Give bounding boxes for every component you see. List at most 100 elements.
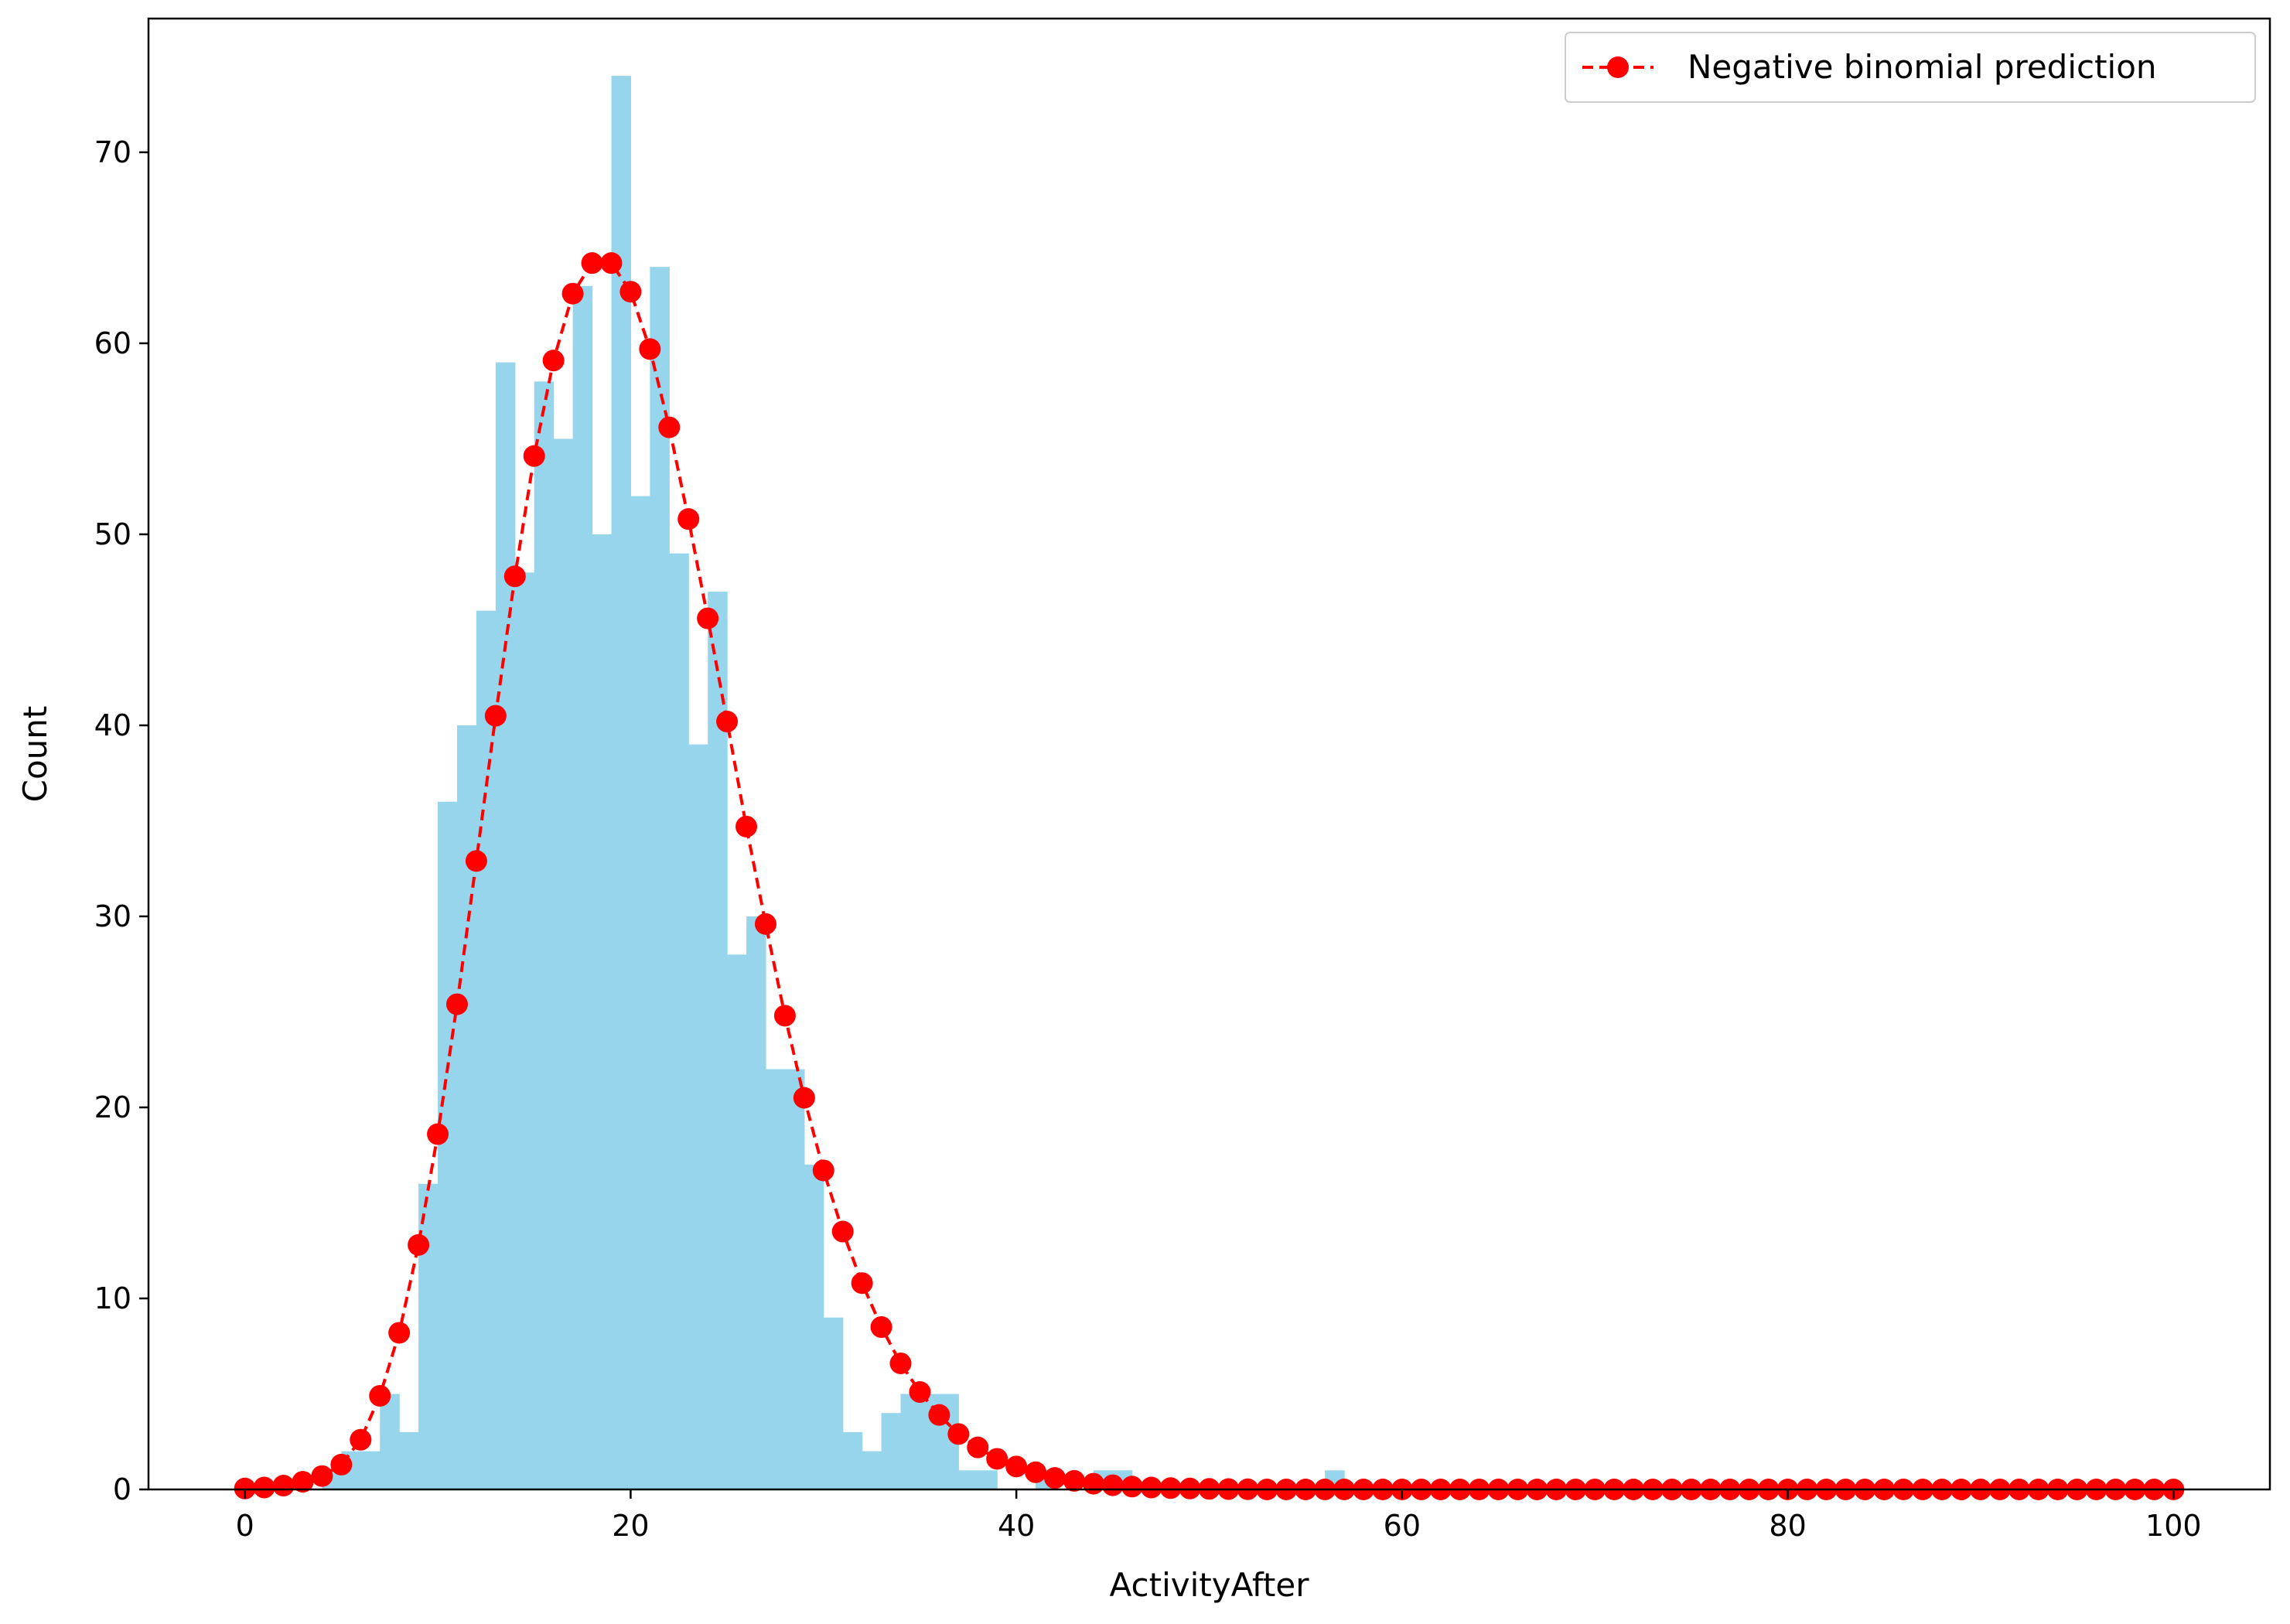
prediction-point bbox=[754, 913, 776, 935]
histogram-bar bbox=[592, 534, 613, 1489]
histogram-bar bbox=[881, 1413, 902, 1489]
histogram-bar bbox=[804, 1165, 824, 1489]
prediction-point bbox=[1101, 1474, 1124, 1496]
prediction-point bbox=[503, 565, 526, 588]
x-tick-label: 40 bbox=[998, 1509, 1035, 1543]
prediction-point bbox=[677, 508, 700, 531]
legend-box bbox=[1565, 32, 2256, 103]
x-axis-ticks: 0 20 40 60 80 100 bbox=[236, 1489, 2202, 1543]
histogram-bar bbox=[572, 285, 593, 1490]
histogram-bars bbox=[322, 76, 1345, 1490]
x-axis-title: ActivityAfter bbox=[1110, 1566, 1310, 1604]
prediction-point bbox=[484, 705, 507, 727]
prediction-point bbox=[330, 1453, 353, 1476]
histogram-bar bbox=[360, 1451, 381, 1489]
prediction-point bbox=[600, 252, 623, 275]
prediction-point bbox=[967, 1436, 989, 1459]
prediction-point bbox=[851, 1272, 873, 1295]
histogram-bar bbox=[476, 610, 497, 1489]
y-tick-label: 70 bbox=[94, 135, 131, 169]
y-tick-label: 40 bbox=[94, 708, 131, 742]
prediction-point bbox=[1121, 1476, 1143, 1498]
prediction-point bbox=[1005, 1455, 1028, 1478]
prediction-point bbox=[1063, 1469, 1085, 1492]
prediction-line-group bbox=[234, 252, 2185, 1500]
prediction-point bbox=[272, 1475, 295, 1497]
histogram-bar bbox=[958, 1470, 978, 1489]
histogram-bar bbox=[727, 954, 747, 1489]
prediction-point bbox=[561, 282, 584, 305]
y-tick-label: 20 bbox=[94, 1090, 131, 1124]
prediction-point bbox=[658, 416, 681, 438]
histogram-bar bbox=[708, 592, 728, 1489]
y-tick-label: 60 bbox=[94, 326, 131, 360]
histogram-bar bbox=[380, 1394, 400, 1489]
prediction-point bbox=[928, 1404, 950, 1426]
y-tick-label: 0 bbox=[113, 1472, 131, 1506]
legend-marker-sample bbox=[1607, 56, 1629, 78]
x-tick-label: 60 bbox=[1384, 1509, 1421, 1543]
prediction-point bbox=[253, 1476, 275, 1499]
y-tick-label: 10 bbox=[94, 1281, 131, 1315]
prediction-point bbox=[697, 607, 719, 629]
prediction-point bbox=[986, 1448, 1008, 1470]
y-axis-title: Count bbox=[16, 706, 54, 803]
legend: Negative binomial prediction bbox=[1565, 32, 2256, 103]
histogram-bar bbox=[438, 801, 458, 1489]
prediction-point bbox=[773, 1005, 796, 1027]
histogram-bar bbox=[553, 438, 574, 1489]
histogram-bar bbox=[534, 381, 555, 1489]
histogram-bar bbox=[495, 362, 516, 1489]
histogram-bar bbox=[978, 1470, 998, 1489]
histogram-bar bbox=[399, 1431, 419, 1489]
histogram-bar bbox=[650, 267, 670, 1489]
histogram-bar bbox=[669, 553, 689, 1489]
prediction-point bbox=[793, 1087, 815, 1109]
histogram-bar bbox=[746, 916, 766, 1489]
prediction-point bbox=[639, 338, 661, 360]
prediction-point bbox=[311, 1465, 333, 1487]
prediction-point bbox=[619, 281, 642, 303]
prediction-point bbox=[408, 1233, 430, 1256]
plot-area-frame bbox=[147, 17, 2271, 1491]
prediction-point bbox=[909, 1381, 931, 1404]
prediction-point bbox=[388, 1322, 411, 1344]
x-tick-label: 100 bbox=[2145, 1509, 2202, 1543]
prediction-point bbox=[1044, 1467, 1067, 1489]
prediction-point bbox=[369, 1384, 391, 1407]
prediction-point bbox=[870, 1316, 892, 1339]
histogram-bar bbox=[611, 76, 632, 1490]
histogram-bar bbox=[688, 744, 708, 1489]
legend-entry-label: Negative binomial prediction bbox=[1688, 48, 2157, 86]
prediction-point bbox=[523, 445, 545, 467]
y-tick-label: 30 bbox=[94, 899, 131, 933]
y-axis-ticks: 0 10 20 30 40 50 60 70 bbox=[94, 135, 148, 1506]
prediction-point bbox=[735, 815, 758, 838]
y-tick-label: 50 bbox=[94, 517, 131, 551]
histogram-bar bbox=[456, 725, 477, 1489]
prediction-point bbox=[1159, 1477, 1182, 1499]
prediction-point bbox=[831, 1220, 854, 1243]
x-tick-label: 20 bbox=[612, 1509, 649, 1543]
prediction-point bbox=[465, 850, 487, 872]
histogram-bar bbox=[842, 1431, 863, 1489]
prediction-point bbox=[427, 1123, 449, 1145]
prediction-point bbox=[1025, 1461, 1047, 1483]
histogram-bar bbox=[900, 1394, 921, 1489]
histogram-bar bbox=[765, 1069, 786, 1489]
prediction-point bbox=[292, 1471, 314, 1493]
prediction-point bbox=[889, 1352, 912, 1374]
prediction-point bbox=[947, 1423, 970, 1445]
x-tick-label: 0 bbox=[236, 1509, 254, 1543]
histogram-bar bbox=[630, 496, 650, 1489]
histogram-bar bbox=[514, 572, 535, 1489]
histogram-bar bbox=[862, 1451, 882, 1489]
x-tick-label: 80 bbox=[1769, 1509, 1806, 1543]
prediction-point bbox=[1082, 1472, 1104, 1495]
histogram-bar bbox=[784, 1069, 805, 1489]
prediction-point bbox=[581, 252, 603, 275]
prediction-point bbox=[812, 1159, 834, 1182]
prediction-point bbox=[1140, 1476, 1162, 1499]
